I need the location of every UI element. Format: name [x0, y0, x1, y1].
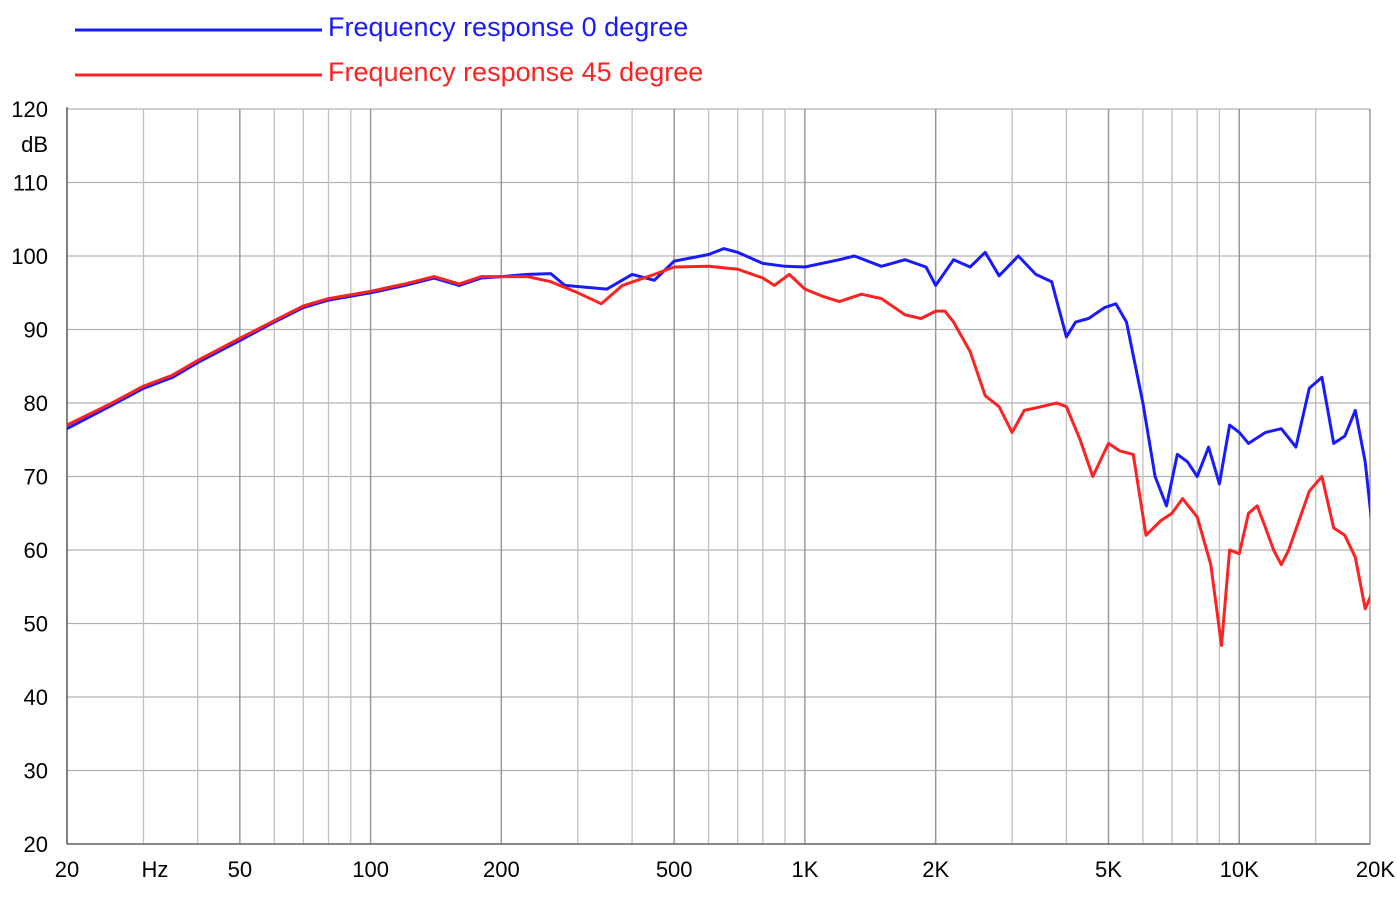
x-tick-label: 2K [922, 857, 949, 882]
series-layer [67, 247, 1370, 647]
series-line-45-degree [67, 264, 1370, 647]
y-tick-label: 20 [24, 832, 48, 857]
legend: Frequency response 0 degree Frequency res… [75, 12, 703, 87]
x-tick-label: 20K [1356, 857, 1395, 882]
x-tick-label: 1K [791, 857, 818, 882]
x-axis-unit-label: Hz [142, 857, 169, 882]
grid [66, 107, 1371, 845]
x-tick-label: 20 [55, 857, 79, 882]
legend-label: Frequency response 0 degree [328, 12, 688, 42]
y-tick-label: 120 [11, 97, 48, 122]
x-tick-label: 10K [1220, 857, 1259, 882]
x-tick-label: 100 [352, 857, 389, 882]
x-tick-label: 200 [483, 857, 520, 882]
y-tick-label: 60 [24, 538, 48, 563]
y-tick-label: 40 [24, 685, 48, 710]
y-tick-label: 90 [24, 318, 48, 343]
x-tick-label: 5K [1095, 857, 1122, 882]
y-tick-label: 100 [11, 244, 48, 269]
x-tick-label: 50 [228, 857, 252, 882]
y-tick-label: 70 [24, 465, 48, 490]
y-tick-label: 80 [24, 391, 48, 416]
y-axis-unit-label: dB [21, 132, 48, 157]
y-tick-label: 110 [13, 171, 48, 196]
y-tick-label: 50 [24, 612, 48, 637]
legend-label: Frequency response 45 degree [328, 57, 703, 87]
tick-labels: 20 30 40 50 60 70 80 90 100 110 120 20 50 100 200 500 1K… [11, 97, 1395, 882]
y-tick-label: 30 [24, 759, 48, 784]
x-tick-label: 500 [656, 857, 693, 882]
